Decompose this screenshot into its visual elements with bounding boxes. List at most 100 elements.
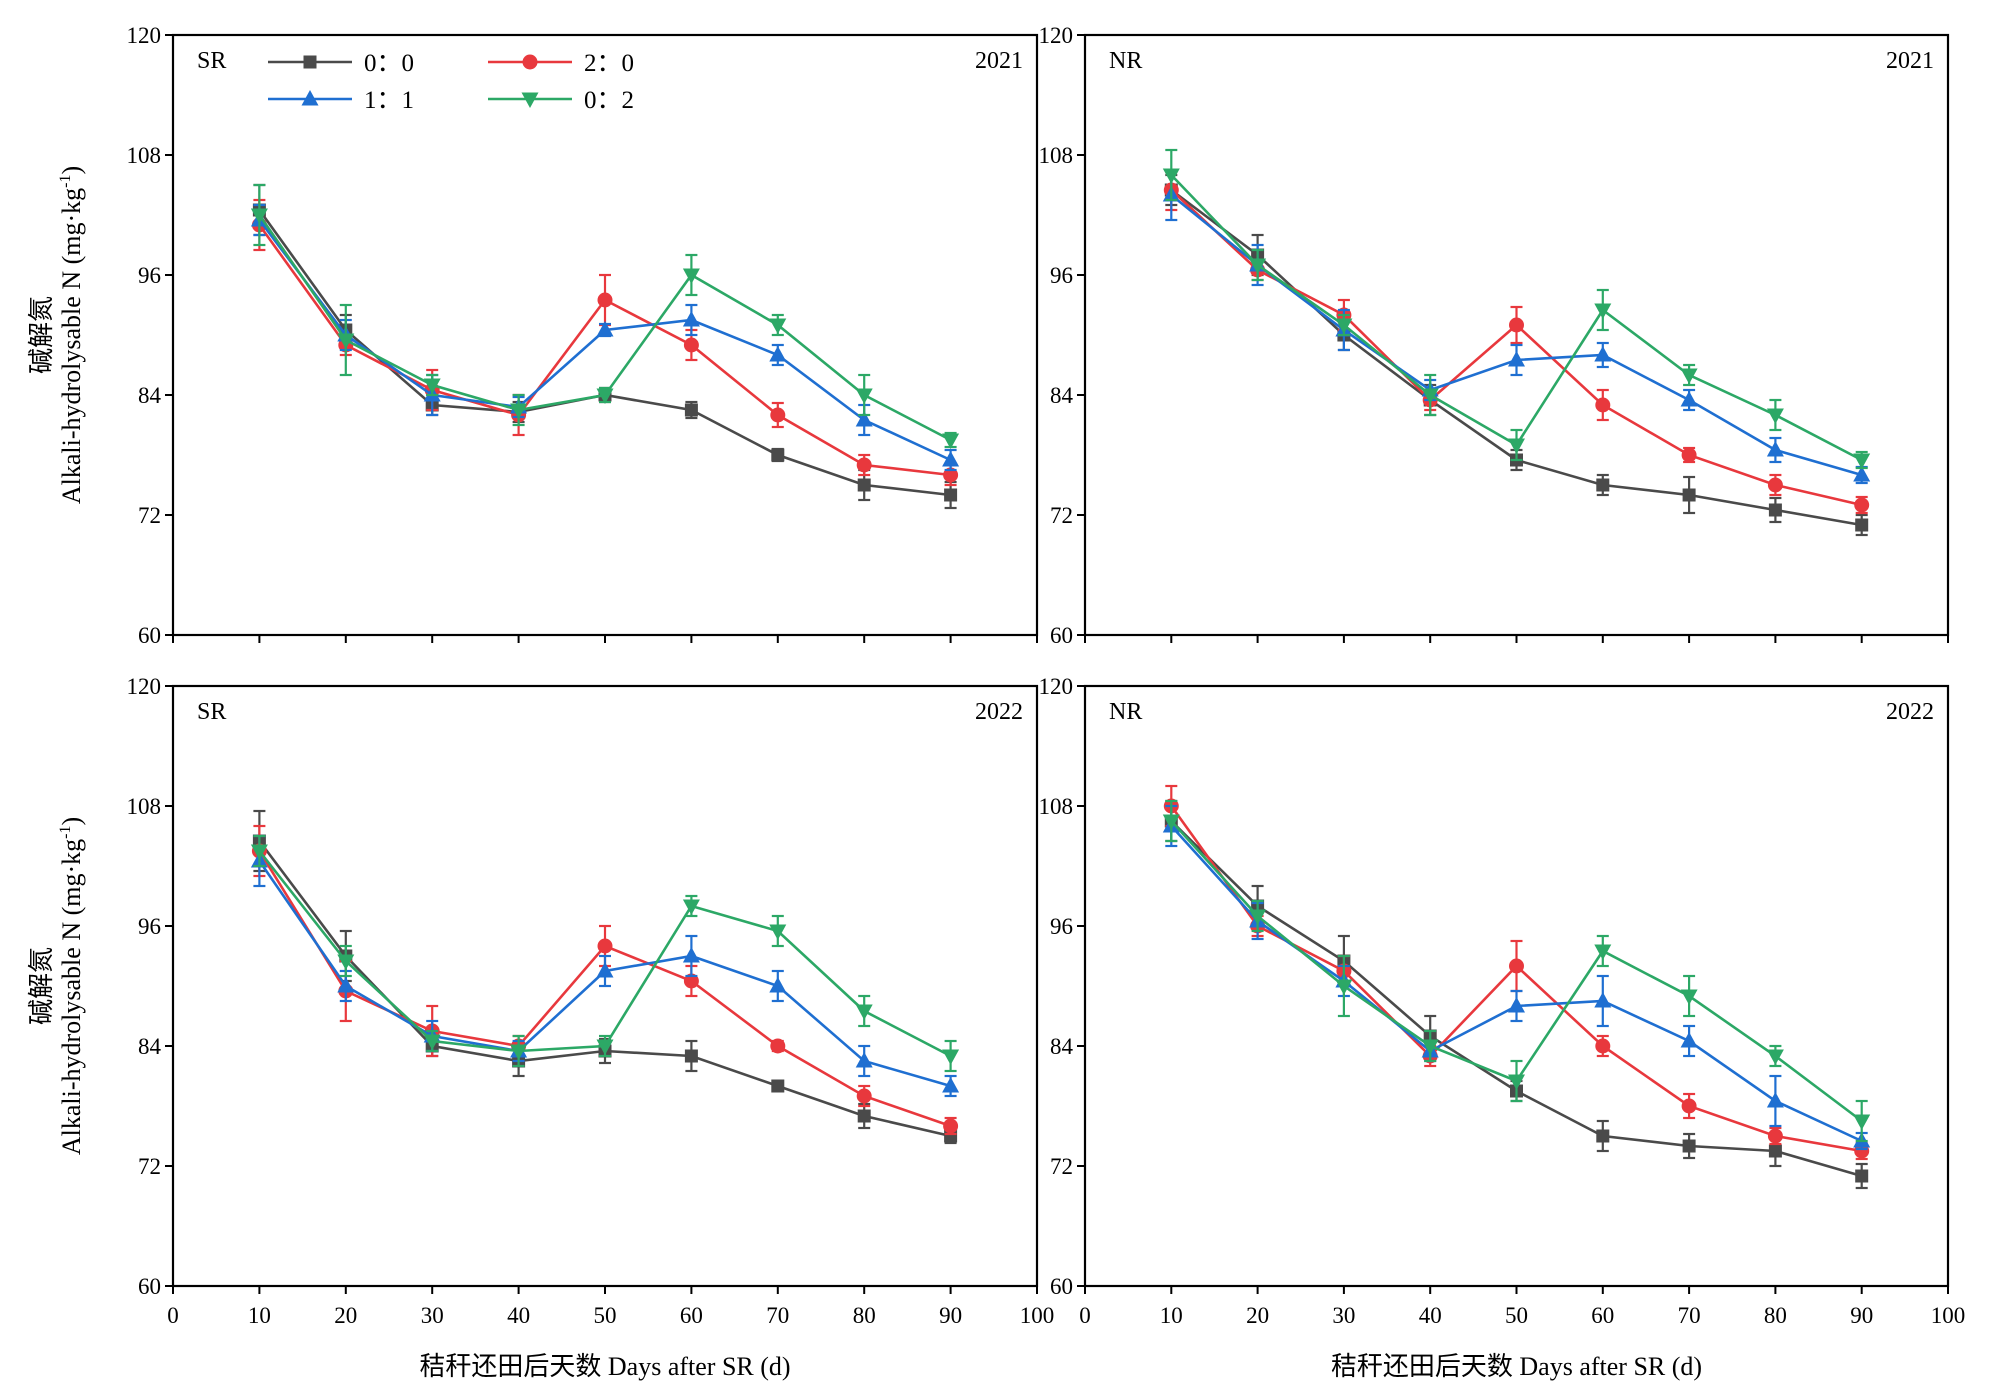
y-tick-label: 108 (1039, 143, 1074, 168)
legend-marker (303, 55, 317, 69)
legend-item: 2：0 (488, 50, 634, 77)
x-tick-label: 80 (1764, 1303, 1787, 1328)
data-point (770, 407, 786, 423)
data-point (1855, 518, 1869, 532)
data-point (856, 1088, 872, 1104)
data-point (1421, 1039, 1439, 1055)
data-point (943, 1118, 959, 1134)
panel-label: NR (1109, 699, 1142, 725)
data-point (1594, 992, 1612, 1008)
data-point (769, 318, 787, 334)
series-0-2 (250, 183, 960, 449)
panel-year: 2022 (975, 699, 1023, 725)
x-axis-title: 秸秆还田后天数 Days after SR (d) (419, 1352, 790, 1381)
data-point (944, 488, 958, 502)
data-point (769, 924, 787, 940)
legend-label: 2：0 (584, 50, 634, 77)
x-tick-label: 50 (594, 1303, 617, 1328)
y-tick-label: 72 (138, 1154, 161, 1179)
data-point (1596, 1129, 1610, 1143)
data-point (1508, 351, 1525, 367)
x-tick-label: 90 (939, 1303, 962, 1328)
data-point (857, 1109, 871, 1123)
x-tick-label: 30 (421, 1303, 444, 1328)
y-tick-label: 60 (138, 623, 161, 648)
panel-nr-2021: 60 72 84 96 108 120 NR 2021 (1039, 23, 1950, 648)
x-tick-label: 30 (1332, 1303, 1355, 1328)
legend-item: 1：1 (268, 87, 414, 114)
panel-label: SR (197, 48, 226, 74)
y-axis-title-superscript: -1 (57, 826, 74, 839)
legend: 0：0 2：0 1：1 0：2 (268, 50, 634, 114)
panel-year: 2021 (1886, 48, 1934, 74)
panel-year: 2021 (975, 48, 1023, 74)
data-point (1509, 317, 1524, 333)
series-line (258, 219, 952, 462)
legend-label: 0：0 (364, 50, 414, 77)
data-point (1854, 497, 1870, 513)
y-tick-label: 96 (138, 914, 161, 939)
data-point (855, 1052, 873, 1068)
x-tick-label: 50 (1505, 1303, 1528, 1328)
y-tick-label: 84 (138, 383, 162, 408)
y-tick-label: 120 (127, 674, 162, 699)
data-point (1855, 1169, 1869, 1183)
x-tick-label: 10 (248, 1303, 271, 1328)
data-point (683, 973, 699, 989)
x-tick-label: 80 (853, 1303, 876, 1328)
data-point (1595, 1038, 1611, 1054)
data-point (1681, 1098, 1697, 1114)
data-point (1680, 989, 1698, 1005)
data-point (1682, 1139, 1696, 1153)
series-line (258, 840, 951, 1138)
data-point (1768, 503, 1782, 517)
x-tick-label: 100 (1020, 1303, 1055, 1328)
data-point (1853, 1114, 1871, 1130)
data-point (596, 321, 614, 337)
data-point (682, 268, 700, 284)
data-point (1680, 391, 1698, 407)
y-tick-label: 108 (127, 143, 162, 168)
x-tick-label: 20 (1246, 1303, 1269, 1328)
data-point (684, 403, 698, 417)
data-point (1766, 1092, 1784, 1108)
data-point (1594, 303, 1612, 319)
y-axis-title-close: ) (57, 166, 86, 175)
data-point (683, 337, 699, 353)
y-tick-label: 96 (1050, 263, 1073, 288)
x-tick-label: 10 (1160, 1303, 1183, 1328)
data-point (769, 346, 787, 362)
panel-sr-2022: 60 72 84 96 108 120 0 10 20 30 40 50 60 70 80 90 100 SR 20… (127, 674, 1055, 1328)
legend-item: 0：2 (488, 87, 634, 114)
data-point (1766, 408, 1784, 424)
data-point (337, 954, 355, 970)
panel-sr-2021: 60 72 84 96 108 120 SR 2021 (127, 23, 1039, 648)
data-point (1594, 944, 1612, 960)
series-1-1 (250, 203, 960, 472)
data-point (597, 292, 613, 308)
data-point (1767, 477, 1783, 493)
data-point (1766, 441, 1784, 457)
y-tick-label: 72 (1050, 503, 1073, 528)
data-point (1680, 368, 1698, 384)
data-point (1596, 478, 1610, 492)
data-point (337, 977, 355, 993)
panel-year: 2022 (1886, 699, 1934, 725)
y-tick-label: 108 (1039, 794, 1074, 819)
data-point (684, 1049, 698, 1063)
data-point (1767, 1128, 1783, 1144)
data-point (510, 403, 528, 419)
data-point (596, 962, 614, 978)
y-tick-label: 84 (138, 1034, 162, 1059)
legend-marker (522, 54, 538, 70)
y-tick-label: 120 (127, 23, 162, 48)
x-tick-label: 40 (1419, 1303, 1442, 1328)
x-tick-label: 60 (1591, 1303, 1614, 1328)
panel-label: SR (197, 699, 226, 725)
data-point (1681, 447, 1697, 463)
data-point (769, 977, 787, 993)
x-tick-label: 70 (766, 1303, 789, 1328)
panel-label: NR (1109, 48, 1142, 74)
data-point (597, 938, 613, 954)
